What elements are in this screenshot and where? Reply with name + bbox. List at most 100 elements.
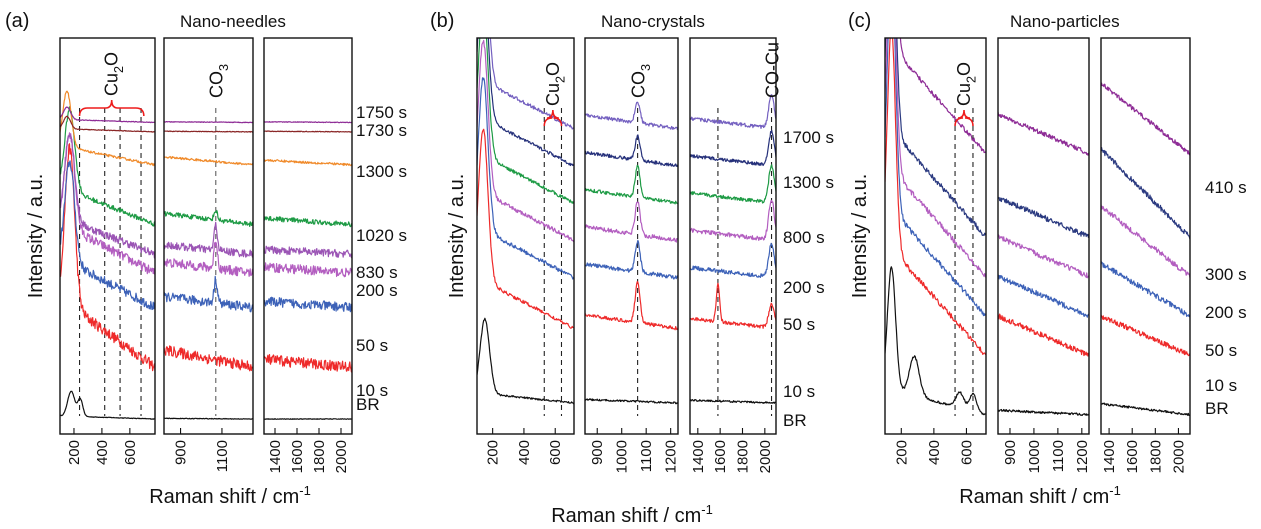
x-tick-label: 2000 bbox=[1170, 440, 1187, 473]
segment-2: 900 1000 1100 1200 bbox=[997, 37, 1091, 473]
x-axis-label: Raman shift / cm-1 bbox=[551, 502, 713, 527]
spectrum-200s bbox=[164, 241, 253, 277]
x-tick-label: 1600 bbox=[1124, 440, 1141, 473]
x-tick-label: 200 bbox=[485, 440, 502, 465]
svg-text:Cu2O: Cu2O bbox=[543, 62, 567, 106]
spectrum-BR bbox=[585, 398, 678, 405]
spectrum-1700s bbox=[690, 94, 776, 129]
spectrum-10s bbox=[690, 282, 776, 329]
spectrum-830s bbox=[60, 134, 155, 259]
spectrum-50s bbox=[690, 242, 776, 278]
x-tick-label: 1100 bbox=[1050, 440, 1067, 472]
spectrum-410s bbox=[998, 111, 1089, 156]
x-tick-label: 1800 bbox=[734, 440, 751, 473]
plot-frame bbox=[263, 37, 353, 435]
spectrum-BR bbox=[477, 317, 574, 405]
spectrum-BR bbox=[998, 408, 1089, 416]
segment-3: 1400 1600 1800 2000 CO-Cu bbox=[689, 37, 783, 473]
panel-title: Nano-particles bbox=[1010, 12, 1120, 31]
x-tick-label: 1800 bbox=[311, 440, 328, 473]
segment-2: 900 1100 CO3 bbox=[163, 37, 254, 472]
x-tick-label: 900 bbox=[589, 440, 606, 465]
spectrum-800s bbox=[477, 38, 574, 204]
x-tick-label: 1400 bbox=[267, 440, 284, 473]
x-tick-label: 600 bbox=[547, 440, 564, 465]
spectrum-1300s bbox=[60, 90, 155, 167]
x-tick-label: 1000 bbox=[614, 440, 631, 473]
spectrum-1730s bbox=[264, 130, 352, 133]
co3-label: CO3 bbox=[207, 64, 231, 98]
spectrum-200s bbox=[477, 39, 574, 243]
plot-frame bbox=[997, 37, 1090, 435]
spectrum-1300s bbox=[585, 134, 678, 168]
x-tick-label: 400 bbox=[516, 440, 533, 465]
x-tick-label: 1400 bbox=[1101, 440, 1118, 473]
x-tick-label: 900 bbox=[173, 440, 190, 465]
spectrum-1020s bbox=[60, 106, 155, 227]
series-label: 50 s bbox=[783, 315, 815, 334]
x-tick-label: 1200 bbox=[663, 440, 680, 473]
x-tick-label: 900 bbox=[1002, 440, 1019, 465]
spectrum-10s bbox=[164, 345, 253, 372]
spectrum-10s bbox=[60, 143, 155, 372]
spectrum-1750s bbox=[60, 106, 155, 124]
cu2o-label: Cu2O bbox=[954, 62, 978, 106]
spectrum-10s bbox=[477, 128, 574, 329]
spectrum-300s bbox=[885, 38, 986, 236]
y-axis-label: Intensity / a.u. bbox=[25, 174, 47, 299]
spectrum-50s bbox=[477, 77, 574, 280]
x-tick-label: 200 bbox=[66, 440, 83, 465]
x-tick-label: 1400 bbox=[690, 440, 707, 473]
series-label: 1300 s bbox=[783, 173, 834, 192]
segment-1: 200 400 600 Cu2O bbox=[59, 37, 156, 465]
series-label: 50 s bbox=[356, 336, 388, 355]
panel-title: Nano-needles bbox=[180, 12, 286, 31]
plot-frame bbox=[1100, 37, 1191, 435]
spectrum-1300s bbox=[477, 38, 574, 167]
x-tick-label: 1600 bbox=[712, 440, 729, 473]
spectrum-1020s bbox=[264, 216, 352, 228]
series-label: BR bbox=[356, 395, 380, 414]
spectrum-50s bbox=[885, 38, 986, 317]
spectrum-50s bbox=[60, 160, 155, 311]
x-tick-label: 600 bbox=[958, 440, 975, 465]
plot-frame bbox=[584, 37, 679, 435]
spectrum-410s bbox=[899, 38, 986, 154]
spectrum-200s bbox=[690, 199, 776, 241]
y-axis-label: Intensity / a.u. bbox=[446, 174, 468, 299]
co3-label: CO3 bbox=[629, 64, 653, 98]
spectrum-200s bbox=[585, 201, 678, 243]
spectrum-BR bbox=[690, 399, 776, 404]
series-label: 1730 s bbox=[356, 121, 407, 140]
plot-frame bbox=[476, 37, 575, 435]
x-tick-label: 400 bbox=[926, 440, 943, 465]
spectrum-BR bbox=[164, 417, 253, 420]
spectrum-50s bbox=[585, 239, 678, 280]
spectrum-200s bbox=[998, 234, 1089, 279]
panel-label: (a) bbox=[5, 10, 29, 32]
spectrum-300s bbox=[1101, 147, 1190, 240]
svg-text:CO-Cu: CO-Cu bbox=[763, 42, 783, 98]
panel-b: (b) Nano-crystals Intensity / a.u. Raman sh… bbox=[430, 10, 834, 527]
spectrum-830s bbox=[164, 221, 253, 258]
series-label: BR bbox=[1205, 399, 1229, 418]
spectrum-10s bbox=[998, 313, 1089, 357]
spectrum-10s bbox=[585, 281, 678, 331]
plot-frame bbox=[884, 37, 987, 435]
panel-label: (c) bbox=[848, 10, 871, 32]
series-label: 300 s bbox=[1205, 265, 1247, 284]
series-label: 10 s bbox=[783, 382, 815, 401]
x-tick-label: 1100 bbox=[214, 440, 231, 472]
series-label: 800 s bbox=[783, 228, 825, 247]
series-label: 200 s bbox=[356, 281, 398, 300]
spectrum-200s bbox=[885, 38, 986, 278]
spectrum-50s bbox=[1101, 261, 1190, 318]
spectrum-1730s bbox=[60, 115, 155, 133]
x-tick-label: 1600 bbox=[289, 440, 306, 473]
x-axis-label: Raman shift / cm-1 bbox=[959, 483, 1121, 508]
spectrum-200s bbox=[264, 262, 352, 278]
spectrum-10s bbox=[264, 354, 352, 373]
spectrum-1700s bbox=[585, 101, 678, 131]
panel-c: (c) Nano-particles Intensity / a.u. Raman s… bbox=[848, 10, 1247, 508]
